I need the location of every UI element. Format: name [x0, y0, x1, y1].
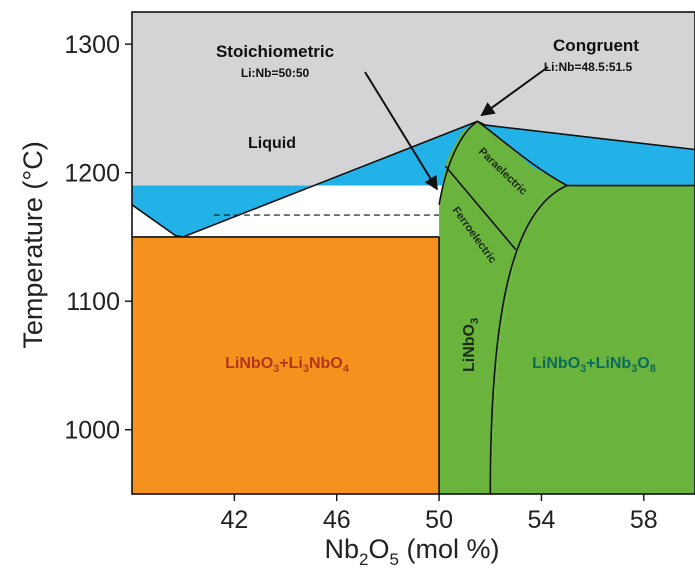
plot-frame	[131, 11, 695, 495]
linbo3-linb3o8-region	[490, 185, 695, 494]
y-tick-label: 1200	[64, 160, 120, 188]
congruent-arrow	[480, 66, 549, 117]
liquid-solid-region	[132, 121, 695, 237]
stoichiometric-title: Stoichiometric	[216, 42, 334, 61]
regions	[132, 12, 695, 495]
phase-boundaries	[131, 120, 695, 495]
solvus-left-line	[438, 120, 478, 205]
y-tick-label: 1300	[64, 31, 120, 59]
stoichiometric-ratio: Li:Nb=50:50	[241, 66, 310, 80]
y-tick-label: 1100	[66, 288, 120, 316]
right-region-label: LiNbO3+LiNb3O8	[532, 355, 656, 375]
solvus-right-line	[477, 120, 568, 495]
x-tick-label: 42	[220, 506, 248, 534]
liquid-region	[132, 12, 695, 237]
congruent-ratio: Li:Nb=48.5:51.5	[544, 60, 633, 74]
left-region-label: LiNbO3+Li3NbO4	[225, 355, 350, 375]
x-tick-label: 54	[528, 506, 556, 534]
x-tick-label: 50	[425, 506, 453, 534]
x-tick-label: 46	[323, 506, 351, 534]
liquid-label: Liquid	[248, 135, 296, 152]
y-axis-label: Temperature (°C)	[18, 141, 48, 348]
linbo3-label: LiNbO3	[461, 318, 481, 372]
x-tick-label: 58	[630, 506, 658, 534]
x-axis-label: Nb2O5 (mol %)	[325, 534, 500, 569]
congruent-title: Congruent	[553, 36, 639, 55]
linbo3-li3nbo4-region	[132, 236, 440, 494]
y-ticks: 1300 1200 1100 1000	[64, 31, 132, 445]
annotation-arrows	[364, 66, 549, 191]
curie-line	[444, 165, 517, 251]
x-ticks: 42 46 50 54 58	[220, 494, 658, 534]
y-tick-label: 1000	[64, 417, 120, 445]
stoichiometric-arrow	[364, 71, 438, 191]
